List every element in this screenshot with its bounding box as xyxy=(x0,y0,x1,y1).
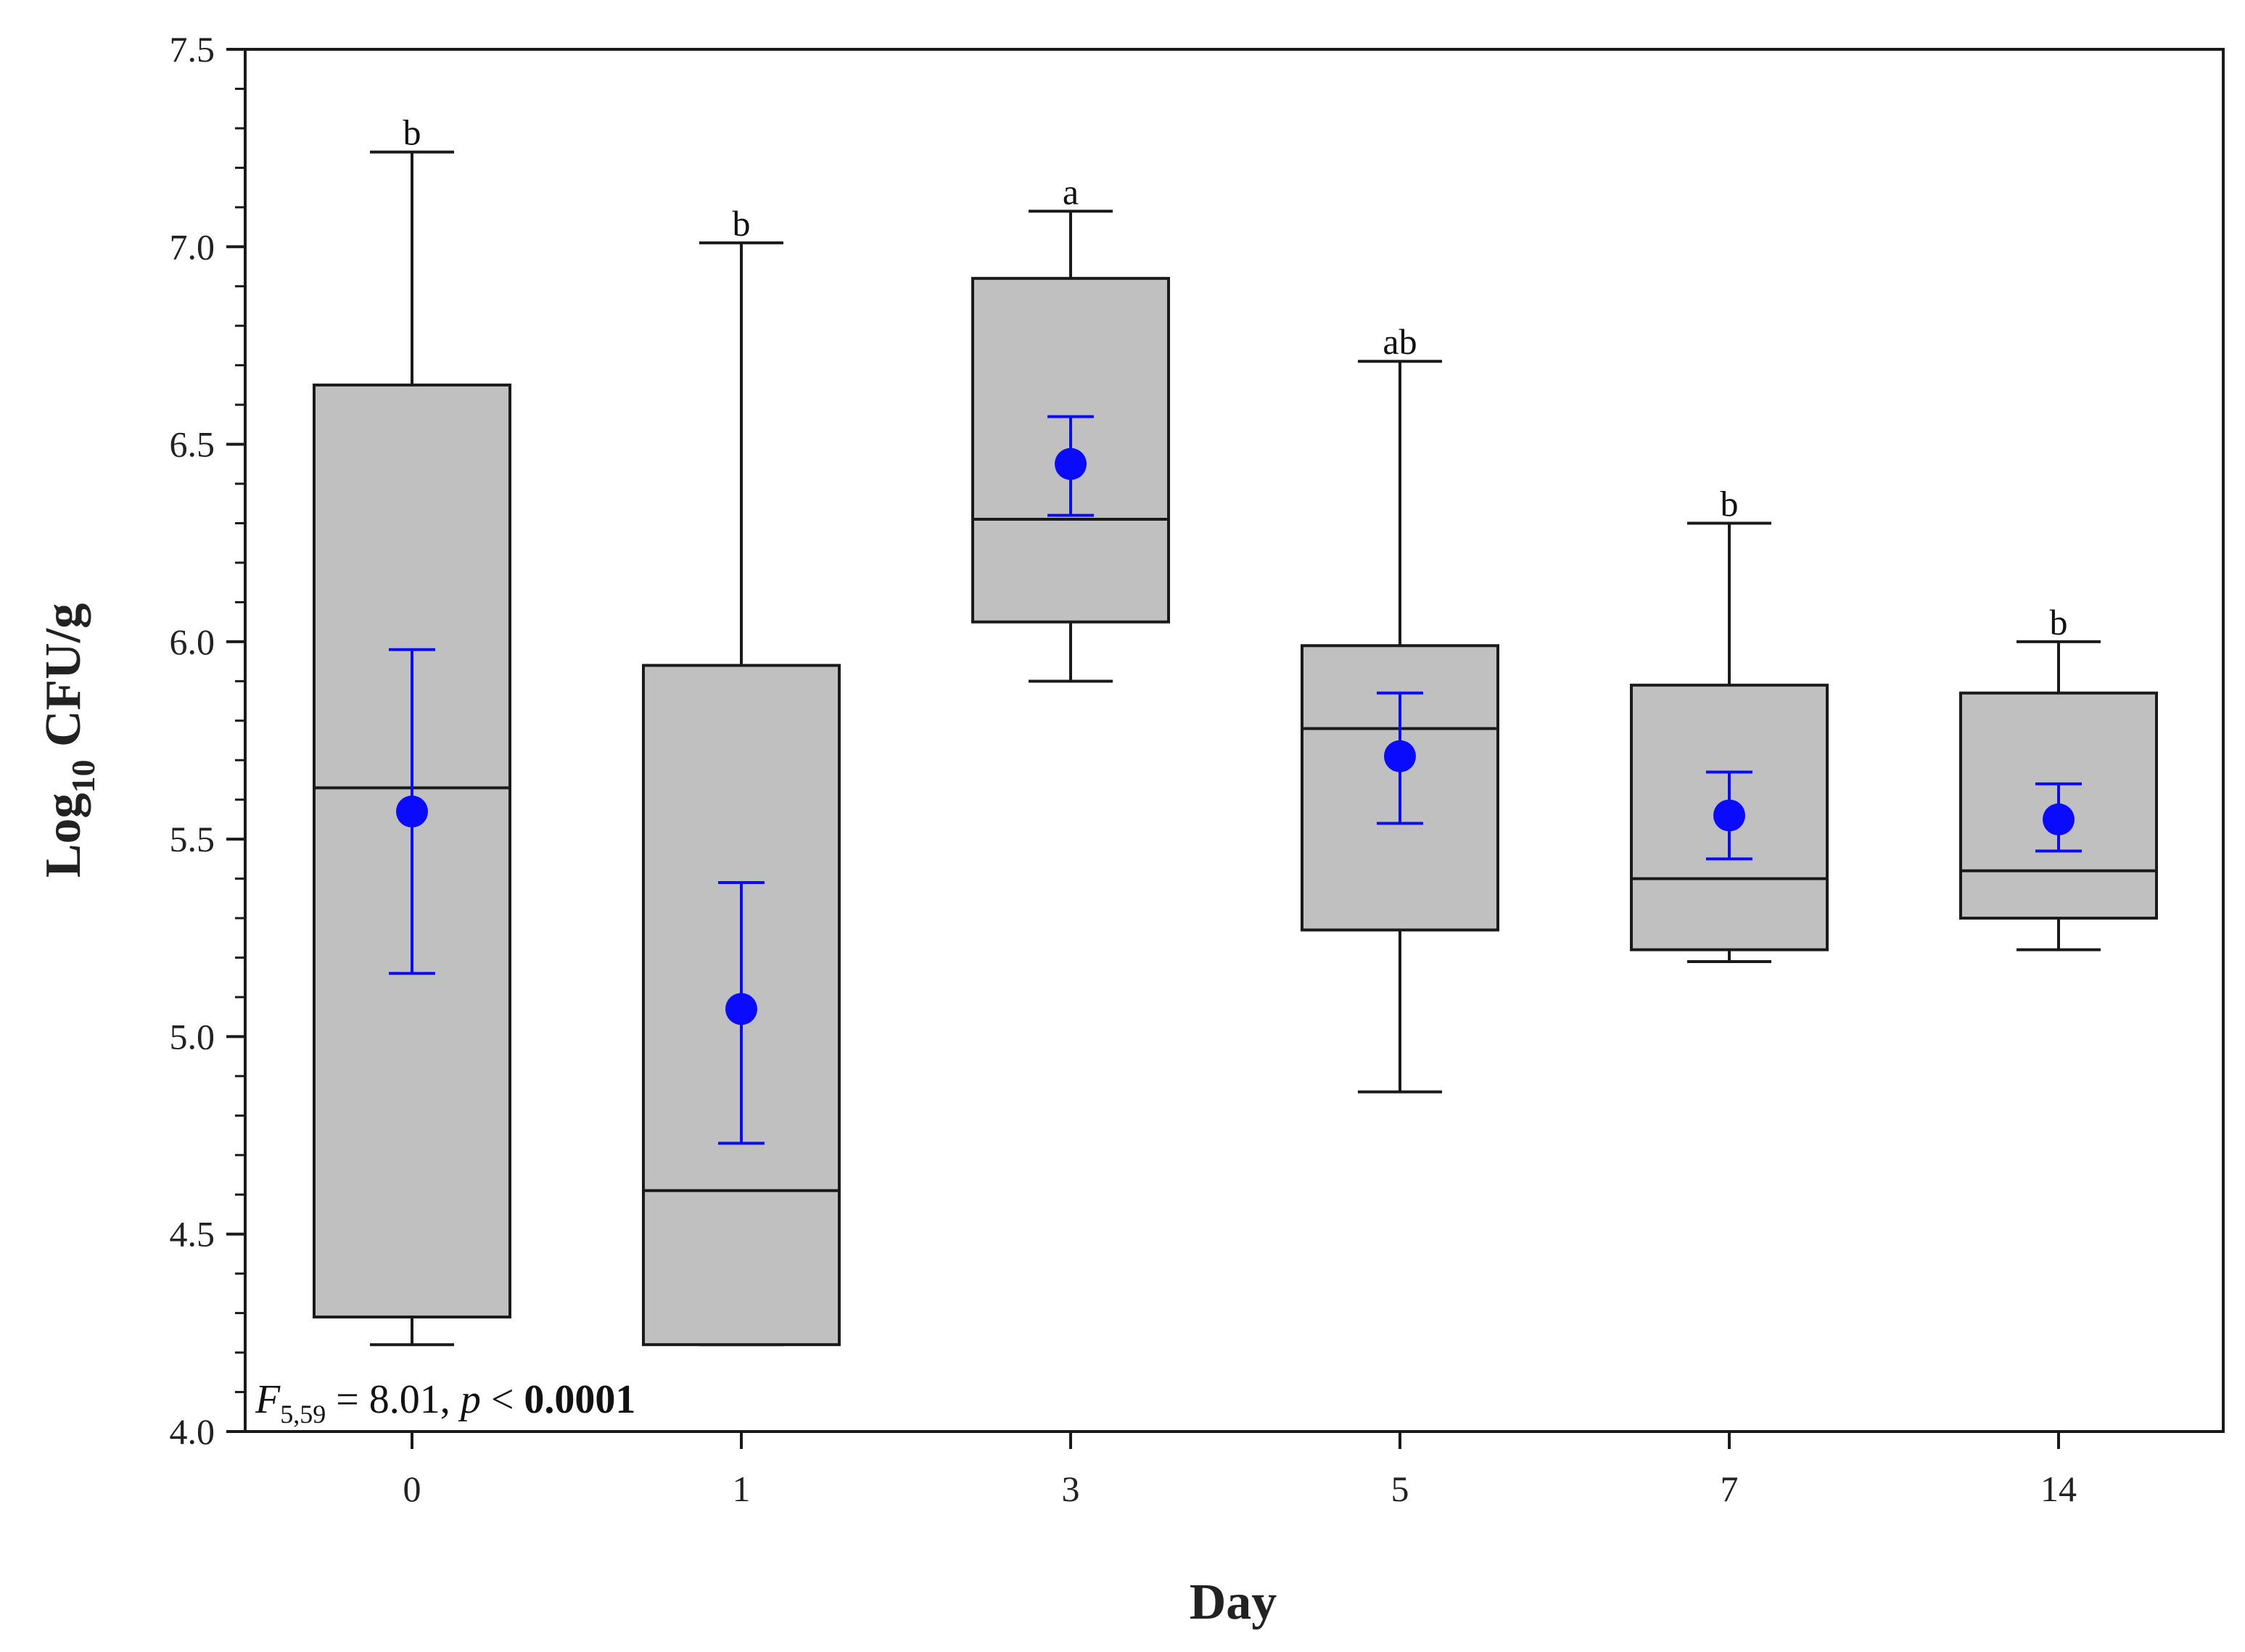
box-day-3: a xyxy=(971,171,1170,683)
y-axis-title: Log10 CFU/g xyxy=(36,603,102,878)
significance-letter: ab xyxy=(1383,321,1417,362)
significance-letter: a xyxy=(1063,171,1079,212)
x-axis-title: Day xyxy=(1190,1574,1277,1630)
y-tick-label: 7.5 xyxy=(170,29,215,70)
box-day-0: b xyxy=(313,112,511,1347)
box-day-1: b xyxy=(642,203,841,1347)
mean-point xyxy=(1713,799,1745,832)
stat-p: p xyxy=(458,1377,481,1422)
x-tick-label: 1 xyxy=(733,1469,751,1509)
stat-annotation: F5,59 = 8.01, p < 0.0001 xyxy=(255,1377,635,1429)
y-axis-title-sub: 10 xyxy=(65,760,102,793)
y-axis-title-rest: CFU/g xyxy=(36,603,91,760)
stat-f: F xyxy=(255,1377,281,1422)
x-ticks: 0 1 3 5 7 14 xyxy=(403,1432,2077,1509)
significance-letter: b xyxy=(733,203,751,244)
y-tick-label: 6.5 xyxy=(170,424,215,465)
y-tick-label: 7.0 xyxy=(170,226,215,267)
y-tick-label: 4.0 xyxy=(170,1411,215,1452)
box-series: b b a ab b b xyxy=(313,112,2158,1347)
significance-letter: b xyxy=(1721,483,1739,524)
y-tick-label: 5.0 xyxy=(170,1016,215,1057)
x-tick-label: 3 xyxy=(1062,1469,1080,1509)
y-tick-label: 6.0 xyxy=(170,621,215,662)
mean-point xyxy=(1055,447,1087,480)
box-day-7: b xyxy=(1630,483,1829,963)
stat-lt: < xyxy=(481,1377,524,1422)
mean-point xyxy=(2043,803,2075,835)
y-major-ticks: 4.0 4.5 5.0 5.5 6.0 6.5 7.0 7.5 xyxy=(170,29,245,1452)
x-tick-label: 14 xyxy=(2040,1469,2077,1509)
x-tick-label: 0 xyxy=(403,1469,421,1509)
box-day-5: ab xyxy=(1301,321,1499,1094)
significance-letter: b xyxy=(2050,602,2068,643)
stat-df: 5,59 xyxy=(280,1400,326,1429)
y-axis-title-main: Log xyxy=(36,793,91,878)
y-tick-label: 4.5 xyxy=(170,1214,215,1255)
x-tick-label: 7 xyxy=(1721,1469,1739,1509)
stat-pval: 0.0001 xyxy=(524,1377,635,1422)
mean-point xyxy=(725,993,757,1025)
plot-frame xyxy=(244,48,2225,1433)
mean-point xyxy=(1384,740,1416,772)
mean-point xyxy=(396,796,428,828)
y-tick-label: 5.5 xyxy=(170,819,215,859)
stat-eq: = 8.01, xyxy=(326,1377,461,1422)
y-minor-ticks xyxy=(235,48,245,1433)
box-day-14: b xyxy=(1959,602,2158,951)
x-tick-label: 5 xyxy=(1391,1469,1409,1509)
significance-letter: b xyxy=(403,112,421,153)
